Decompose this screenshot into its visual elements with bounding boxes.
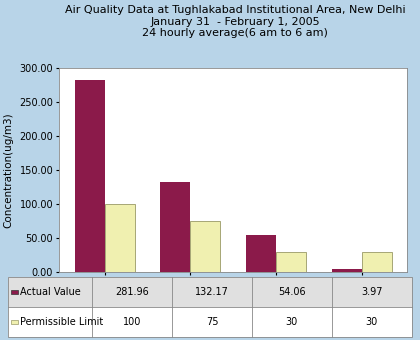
Text: Air Quality Data at Tughlakabad Institutional Area, New Delhi
January 31  - Febr: Air Quality Data at Tughlakabad Institut… [65,5,406,38]
Y-axis label: Concentration(ug/m3): Concentration(ug/m3) [4,112,14,228]
Text: Permissible Limit: Permissible Limit [20,317,103,327]
Bar [276,252,306,272]
Bar [362,252,391,272]
Text: 75: 75 [206,317,218,327]
Bar [190,221,220,272]
Bar [105,204,134,272]
Text: 30: 30 [286,317,298,327]
Text: 100: 100 [123,317,142,327]
Bar [246,235,276,272]
Text: Actual Value: Actual Value [20,287,81,297]
Text: 3.97: 3.97 [361,287,383,297]
Bar [75,80,105,272]
Bar [160,182,190,272]
Text: 30: 30 [365,317,378,327]
Bar [332,269,362,272]
Text: 281.96: 281.96 [116,287,149,297]
Text: 54.06: 54.06 [278,287,306,297]
Text: 132.17: 132.17 [195,287,229,297]
